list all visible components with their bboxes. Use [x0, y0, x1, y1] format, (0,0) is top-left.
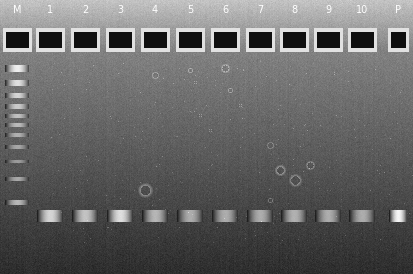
Text: M: M	[13, 5, 21, 15]
Text: 2: 2	[82, 5, 88, 15]
Text: 1: 1	[47, 5, 53, 15]
Text: 8: 8	[290, 5, 297, 15]
Text: 6: 6	[221, 5, 228, 15]
Text: 9: 9	[324, 5, 330, 15]
Text: 10: 10	[355, 5, 367, 15]
Text: 4: 4	[152, 5, 158, 15]
Text: 7: 7	[256, 5, 263, 15]
Text: 5: 5	[186, 5, 192, 15]
Text: 3: 3	[116, 5, 123, 15]
Text: P: P	[394, 5, 400, 15]
